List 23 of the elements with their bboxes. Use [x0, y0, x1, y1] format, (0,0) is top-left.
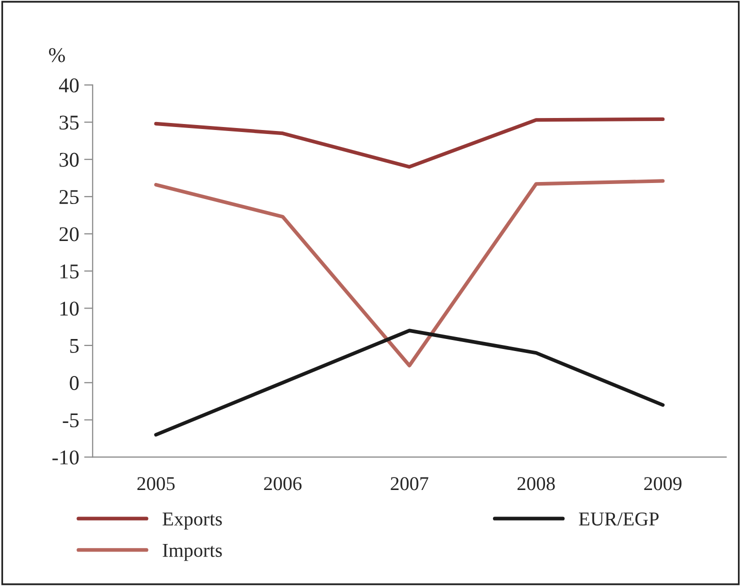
line-series [154, 117, 665, 169]
y-tick-label: 25 [60, 190, 79, 204]
y-tick-label: 30 [60, 152, 79, 167]
y-tick-label: 20 [60, 227, 79, 242]
y-tick-label: 0 [70, 376, 79, 390]
legend-label: EUR/EGP [578, 512, 659, 526]
y-axis-title: % [48, 48, 65, 62]
x-tick-label: 2005 [137, 477, 175, 490]
y-tick-label: 35 [60, 116, 79, 130]
line-series [154, 328, 665, 437]
y-tick-label: 15 [60, 264, 79, 278]
line-series [154, 179, 665, 368]
x-tick-label: 2009 [644, 477, 682, 490]
y-tick-label: -5 [62, 413, 79, 428]
x-tick-label: 2006 [264, 477, 302, 490]
y-tick-label: -10 [52, 450, 79, 465]
y-tick-label: 40 [59, 78, 79, 92]
x-tick-label: 2007 [390, 477, 428, 490]
legend-label: Imports [162, 544, 222, 561]
y-tick-label: 10 [60, 302, 79, 316]
y-tick-label: 5 [70, 339, 79, 353]
legend-label: Exports [162, 512, 222, 530]
x-tick-label: 2008 [518, 477, 555, 490]
